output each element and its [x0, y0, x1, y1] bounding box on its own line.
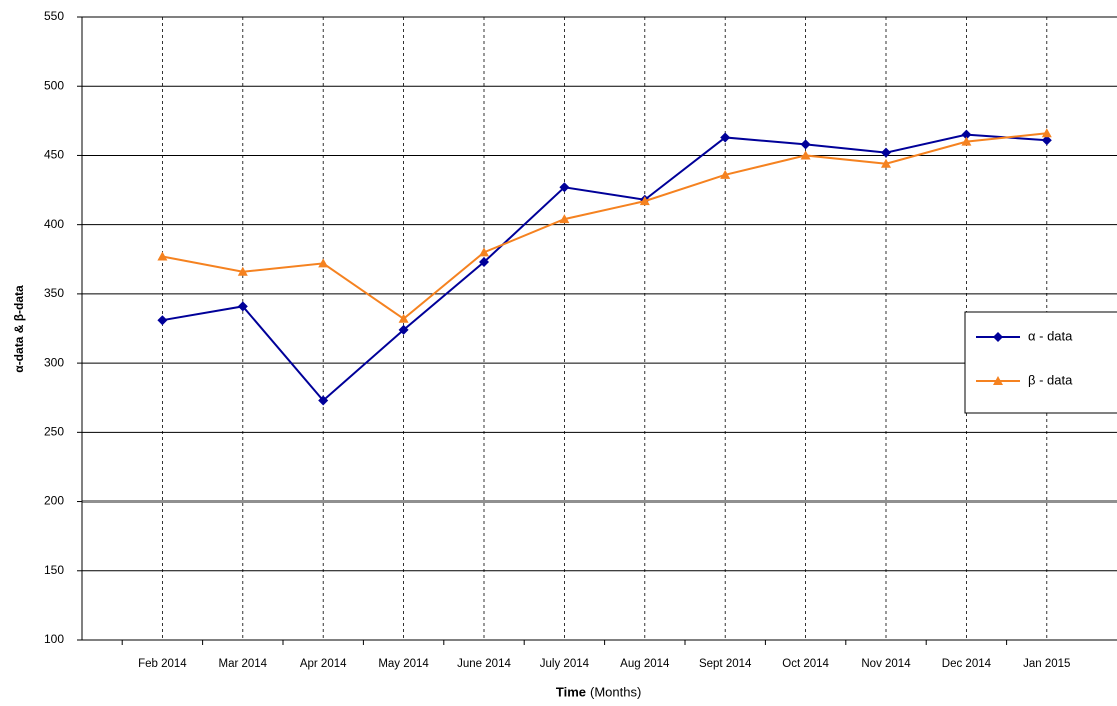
x-tick-label: Sept 2014 — [699, 658, 752, 670]
x-tick-label: May 2014 — [378, 658, 429, 670]
point — [961, 136, 972, 146]
x-tick-label: Nov 2014 — [861, 658, 911, 670]
x-axis-unit: (Months) — [590, 684, 641, 699]
y-tick-label: 100 — [44, 632, 64, 646]
point — [881, 147, 891, 158]
point — [398, 313, 409, 323]
x-tick-label: Feb 2014 — [138, 658, 187, 670]
x-tick-label: Apr 2014 — [300, 658, 347, 670]
y-axis-label: α-data & β-data — [12, 285, 26, 373]
point — [318, 258, 329, 268]
point — [237, 301, 248, 312]
y-tick-label: 550 — [44, 9, 64, 23]
y-tick-label: 300 — [44, 355, 64, 369]
y-tick-label: 200 — [44, 494, 64, 508]
x-tick-label: Oct 2014 — [782, 658, 829, 670]
x-tick-label: Aug 2014 — [620, 658, 670, 670]
point — [157, 315, 168, 326]
point — [318, 395, 329, 406]
point — [237, 266, 248, 276]
y-tick-label: 250 — [44, 425, 64, 439]
y-tick-label: 350 — [44, 286, 64, 300]
series-line — [162, 132, 1047, 321]
legend-label: β - data — [1028, 372, 1073, 387]
legend-box — [964, 311, 1117, 414]
point — [720, 169, 731, 179]
point — [993, 376, 1003, 385]
x-axis-label: Time — [556, 684, 586, 699]
x-tick-label: July 2014 — [540, 658, 590, 670]
x-tick-label: Mar 2014 — [219, 658, 268, 670]
point — [398, 324, 409, 335]
x-tick-label: Jan 2015 — [1023, 658, 1070, 670]
y-tick-label: 150 — [44, 563, 64, 577]
point — [1041, 128, 1052, 138]
point — [1041, 135, 1052, 146]
point — [800, 139, 811, 150]
x-tick-label: Dec 2014 — [942, 658, 992, 670]
point — [479, 257, 489, 268]
point — [993, 332, 1003, 342]
legend-label: α - data — [1028, 328, 1073, 343]
point — [800, 150, 811, 160]
point — [639, 196, 650, 206]
y-tick-label: 450 — [44, 148, 64, 162]
point — [559, 214, 570, 224]
point — [961, 129, 972, 140]
point — [479, 247, 489, 257]
point — [157, 251, 168, 261]
series-line — [162, 133, 1047, 402]
x-tick-label: June 2014 — [457, 658, 511, 670]
point — [881, 158, 891, 168]
point — [720, 132, 731, 143]
point — [559, 182, 570, 193]
y-tick-label: 400 — [44, 217, 64, 231]
y-tick-label: 500 — [44, 78, 64, 92]
